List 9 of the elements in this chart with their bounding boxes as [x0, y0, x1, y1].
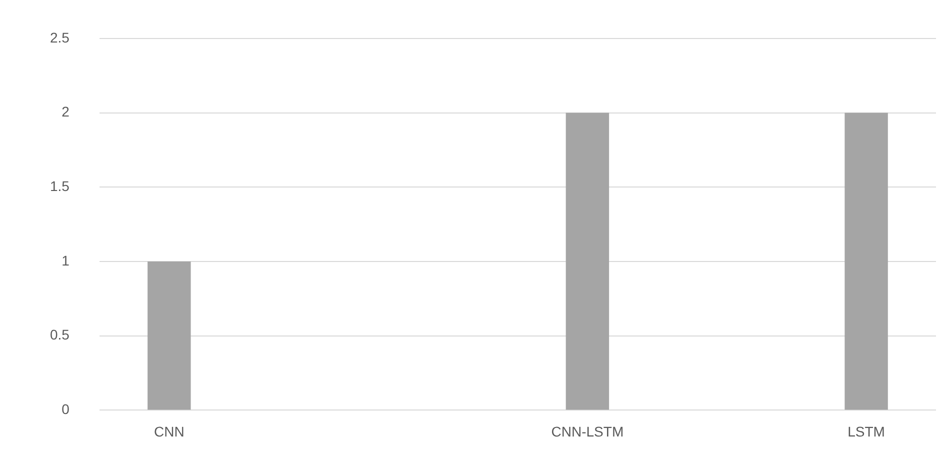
y-tick-label: 2.5	[50, 29, 70, 46]
y-tick-label: 1.5	[50, 178, 70, 194]
y-tick-label: 0.5	[50, 326, 70, 343]
y-tick-label: 0	[62, 401, 70, 418]
x-tick-label: CNN	[154, 423, 184, 440]
x-tick-label: LSTM	[848, 423, 885, 440]
y-tick-label: 2	[62, 104, 70, 120]
y-tick-label: 1	[62, 252, 70, 268]
x-tick-label: CNN-LSTM	[551, 423, 624, 440]
